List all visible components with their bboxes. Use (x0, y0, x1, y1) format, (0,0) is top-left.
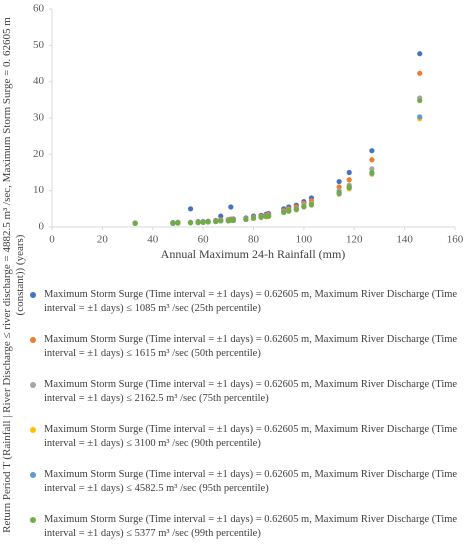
legend-item: Maximum Storm Surge (Time interval = ±1 … (30, 468, 460, 496)
legend-item: Maximum Storm Surge (Time interval = ±1 … (30, 378, 460, 406)
point (170, 220, 176, 226)
point (243, 216, 249, 222)
legend-label: Maximum Storm Surge (Time interval = ±1 … (44, 424, 458, 449)
x-axis-title: Annual Maximum 24-h Rainfall (mm) (161, 247, 346, 261)
point (346, 184, 352, 190)
x-tick-label: 60 (198, 234, 210, 246)
point (205, 219, 211, 225)
legend-item: Maximum Storm Surge (Time interval = ±1 … (30, 333, 460, 361)
point (417, 114, 423, 120)
legend-marker (30, 337, 36, 343)
legend-label: Maximum Storm Surge (Time interval = ±1 … (44, 289, 458, 314)
legend-label: Maximum Storm Surge (Time interval = ±1 … (44, 514, 458, 539)
point (417, 70, 423, 76)
y-tick-label: 0 (39, 221, 45, 233)
point (301, 203, 307, 209)
point (293, 206, 299, 212)
y-tick-label: 40 (33, 75, 45, 87)
point (218, 218, 224, 224)
legend-item: Maximum Storm Surge (Time interval = ±1 … (30, 423, 460, 451)
y-tick-label: 10 (33, 184, 45, 196)
point (132, 220, 138, 226)
legend-item: Maximum Storm Surge (Time interval = ±1 … (30, 288, 460, 316)
point (187, 206, 194, 212)
point (175, 220, 181, 226)
legend-label: Maximum Storm Surge (Time interval = ±1 … (44, 334, 458, 359)
point (417, 51, 423, 57)
x-tick-label: 80 (248, 234, 260, 246)
point (336, 184, 342, 190)
point (228, 204, 234, 210)
point (258, 214, 264, 220)
x-tick-label: 100 (296, 234, 313, 246)
y-tick-label: 30 (33, 112, 45, 124)
point (336, 178, 342, 185)
x-tick-label: 140 (396, 234, 413, 246)
point (250, 215, 257, 221)
point (346, 169, 352, 176)
x-tick-label: 40 (147, 234, 159, 246)
legend-marker (30, 427, 36, 433)
legend-marker (30, 382, 36, 388)
point (266, 213, 272, 219)
point (286, 208, 292, 214)
point (369, 169, 375, 176)
point (417, 97, 423, 104)
point (281, 209, 287, 216)
y-tick-label: 60 (33, 3, 45, 15)
legend-marker (30, 517, 36, 523)
x-tick-label: 0 (49, 234, 55, 246)
legend-marker (30, 292, 36, 298)
point (346, 177, 352, 183)
x-tick-label: 120 (346, 234, 363, 246)
legend-label: Maximum Storm Surge (Time interval = ±1 … (44, 469, 458, 494)
point (213, 218, 219, 225)
y-tick-label: 50 (33, 39, 45, 51)
legend-marker (30, 472, 36, 478)
y-axis-title: Return Period T (Rainfall | River Discha… (1, 17, 26, 533)
point (336, 189, 342, 196)
point (195, 219, 201, 225)
legend-label: Maximum Storm Surge (Time interval = ±1 … (44, 379, 458, 404)
point (218, 213, 224, 219)
y-tick-label: 20 (33, 148, 45, 160)
point (369, 148, 375, 154)
point (369, 166, 375, 172)
point (369, 157, 375, 163)
point (230, 217, 236, 224)
point (200, 219, 206, 225)
legend-item: Maximum Storm Surge (Time interval = ±1 … (30, 513, 460, 541)
point (308, 201, 315, 208)
point (187, 220, 194, 226)
x-tick-label: 160 (447, 234, 464, 246)
x-tick-label: 20 (97, 234, 109, 246)
